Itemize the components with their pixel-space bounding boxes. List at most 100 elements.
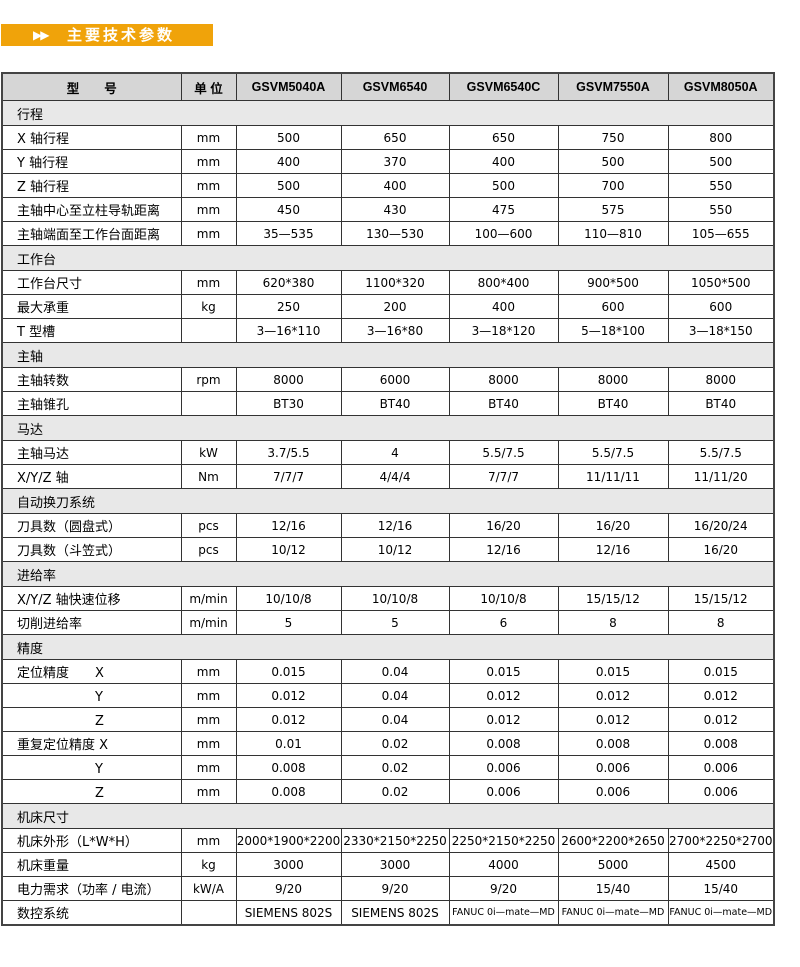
unit-cell: mm — [180, 197, 237, 222]
value-cell: 12/16 — [448, 537, 559, 562]
table-row: X/Y/Z 轴 Nm 7/7/7 4/4/4 7/7/7 11/11/11 11/11/20 — [1, 464, 775, 489]
value-cell: 1050*500 — [667, 270, 775, 295]
unit-cell — [180, 900, 237, 926]
section-title: 马达 — [1, 415, 775, 441]
value-cell: 0.006 — [448, 755, 559, 780]
value-cell: 6000 — [340, 367, 450, 392]
row-label: Z — [1, 779, 182, 804]
value-cell: 0.04 — [340, 707, 450, 732]
value-cell: 105—655 — [667, 221, 775, 246]
value-cell: 0.006 — [448, 779, 559, 804]
section-row: 行程 — [1, 100, 775, 126]
row-label: 刀具数（斗笠式） — [1, 537, 182, 562]
unit-cell: mm — [180, 779, 237, 804]
value-cell: 0.02 — [340, 731, 450, 756]
row-label: 切削进给率 — [1, 610, 182, 635]
value-cell: 16/20 — [667, 537, 775, 562]
row-label: 最大承重 — [1, 294, 182, 319]
value-cell: 0.012 — [448, 683, 559, 708]
row-label: 主轴马达 — [1, 440, 182, 465]
table-row: 刀具数（圆盘式） pcs 12/16 12/16 16/20 16/20 16/20/24 — [1, 513, 775, 538]
unit-cell — [180, 318, 237, 343]
unit-cell: mm — [180, 683, 237, 708]
value-cell: 0.008 — [448, 731, 559, 756]
value-cell: 0.02 — [340, 755, 450, 780]
column-header: GSVM6540 — [340, 72, 450, 101]
row-label: 机床外形（L*W*H） — [1, 828, 182, 853]
row-label: X/Y/Z 轴快速位移 — [1, 586, 182, 611]
value-cell: 0.008 — [235, 755, 342, 780]
value-cell: 430 — [340, 197, 450, 222]
table-row: 最大承重 kg 250 200 400 600 600 — [1, 294, 775, 319]
value-cell: 10/10/8 — [340, 586, 450, 611]
value-cell: 1100*320 — [340, 270, 450, 295]
value-cell: 3—18*150 — [667, 318, 775, 343]
value-cell: 0.02 — [340, 779, 450, 804]
value-cell: 500 — [557, 149, 669, 174]
value-cell: 700 — [557, 173, 669, 198]
value-cell: 0.006 — [667, 779, 775, 804]
value-cell: 2000*1900*2200 — [235, 828, 342, 853]
value-cell: 15/15/12 — [557, 586, 669, 611]
row-label: Z — [1, 707, 182, 732]
value-cell: BT30 — [235, 391, 342, 416]
value-cell: FANUC 0i—mate—MD — [667, 900, 775, 926]
unit-cell: Nm — [180, 464, 237, 489]
value-cell: 5.5/7.5 — [557, 440, 669, 465]
value-cell: 8000 — [235, 367, 342, 392]
table-row: 刀具数（斗笠式） pcs 10/12 10/12 12/16 12/16 16/20 — [1, 537, 775, 562]
table-row: 数控系统 SIEMENS 802S SIEMENS 802S FANUC 0i—mat… — [1, 900, 775, 926]
value-cell: 0.015 — [557, 659, 669, 684]
value-cell: 9/20 — [235, 876, 342, 901]
row-label: 主轴端面至工作台面距离 — [1, 221, 182, 246]
value-cell: 5.5/7.5 — [667, 440, 775, 465]
row-label: 重复定位精度 X — [1, 731, 182, 756]
value-cell: 0.006 — [667, 755, 775, 780]
value-cell: 800*400 — [448, 270, 559, 295]
value-cell: 0.012 — [667, 707, 775, 732]
unit-cell — [180, 391, 237, 416]
value-cell: 7/7/7 — [235, 464, 342, 489]
value-cell: 0.04 — [340, 659, 450, 684]
table-row: 机床外形（L*W*H） mm 2000*1900*2200 2330*2150*225… — [1, 828, 775, 853]
value-cell: 650 — [340, 125, 450, 150]
value-cell: 400 — [235, 149, 342, 174]
row-label: T 型槽 — [1, 318, 182, 343]
header-row: 型 号单 位 GSVM5040A GSVM6540 GSVM6540C GSVM7550… — [1, 72, 775, 101]
value-cell: 800 — [667, 125, 775, 150]
unit-cell: kg — [180, 294, 237, 319]
row-label: 电力需求（功率 / 电流） — [1, 876, 182, 901]
value-cell: BT40 — [448, 391, 559, 416]
value-cell: 200 — [340, 294, 450, 319]
value-cell: 0.012 — [557, 707, 669, 732]
value-cell: 12/16 — [235, 513, 342, 538]
value-cell: 5000 — [557, 852, 669, 877]
table-row: 主轴端面至工作台面距离 mm 35—535 130—530 100—600 110—810… — [1, 221, 775, 246]
value-cell: 400 — [448, 294, 559, 319]
row-label: Z 轴行程 — [1, 173, 182, 198]
unit-cell: pcs — [180, 537, 237, 562]
value-cell: 3—16*80 — [340, 318, 450, 343]
value-cell: 0.015 — [667, 659, 775, 684]
value-cell: BT40 — [557, 391, 669, 416]
value-cell: 0.008 — [557, 731, 669, 756]
value-cell: 4 — [340, 440, 450, 465]
column-header: GSVM6540C — [448, 72, 559, 101]
value-cell: 16/20 — [448, 513, 559, 538]
unit-cell: mm — [180, 149, 237, 174]
value-cell: 400 — [340, 173, 450, 198]
value-cell: 0.015 — [235, 659, 342, 684]
column-header: GSVM7550A — [557, 72, 669, 101]
value-cell: 8 — [667, 610, 775, 635]
table-row: 主轴锥孔 BT30 BT40 BT40 BT40 BT40 — [1, 391, 775, 416]
row-label: Y — [1, 683, 182, 708]
value-cell: 10/12 — [340, 537, 450, 562]
section-row: 马达 — [1, 415, 775, 441]
row-label: Y 轴行程 — [1, 149, 182, 174]
value-cell: 450 — [235, 197, 342, 222]
value-cell: 0.012 — [667, 683, 775, 708]
unit-cell: mm — [180, 659, 237, 684]
